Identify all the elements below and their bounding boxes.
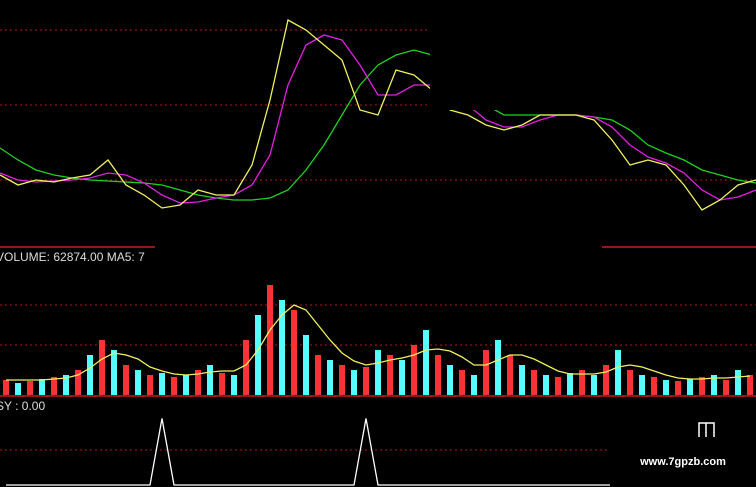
volume-bar — [351, 370, 357, 395]
volume-bar — [603, 365, 609, 395]
volume-bar — [519, 365, 525, 395]
volume-bar — [303, 335, 309, 395]
volume-bar — [531, 370, 537, 395]
volume-bar — [339, 365, 345, 395]
volume-bar — [639, 375, 645, 395]
volume-bar — [375, 350, 381, 395]
volume-bar — [423, 330, 429, 395]
occluder — [0, 214, 602, 270]
volume-bar — [471, 375, 477, 395]
volume-bar — [459, 370, 465, 395]
volume-bar — [447, 365, 453, 395]
volume-ma-line — [6, 304, 751, 381]
volume-bar — [723, 380, 729, 395]
volume-bar — [663, 380, 669, 395]
watermark: www.7gpzb.com — [639, 456, 726, 468]
volume-bar — [123, 365, 129, 395]
volume-bar — [3, 380, 9, 395]
volume-bar — [699, 377, 705, 395]
volume-bar — [399, 360, 405, 395]
volume-bar — [291, 310, 297, 395]
volume-bar — [267, 285, 273, 395]
volume-bar — [243, 340, 249, 395]
volume-bar — [435, 355, 441, 395]
volume-bar — [555, 377, 561, 395]
price-line — [0, 34, 756, 204]
volume-bar — [111, 350, 117, 395]
plot-area — [0, 19, 756, 486]
volume-bar — [75, 370, 81, 395]
volume-bar — [483, 350, 489, 395]
volume-bar — [507, 355, 513, 395]
volume-bar — [747, 375, 753, 395]
volume-bar — [675, 381, 681, 395]
occluder — [430, 0, 756, 110]
volume-bar — [411, 345, 417, 395]
volume-bar — [231, 375, 237, 395]
logo — [698, 422, 715, 437]
indicator-label: SY : 0.00 — [0, 399, 45, 413]
volume-bar — [627, 370, 633, 395]
volume-bar — [39, 379, 45, 395]
volume-bar — [15, 383, 21, 395]
volume-bar — [183, 375, 189, 395]
volume-bar — [87, 355, 93, 395]
volume-bar — [495, 340, 501, 395]
watermark-box — [610, 440, 756, 487]
volume-bar — [255, 315, 261, 395]
volume-bar — [543, 375, 549, 395]
volume-bar — [219, 373, 225, 395]
volume-bar — [159, 373, 165, 395]
volume-bar — [207, 365, 213, 395]
volume-bar — [171, 377, 177, 395]
volume-bar — [687, 379, 693, 395]
volume-label: VOLUME: 62874.00 MA5: 7 — [0, 250, 145, 264]
volume-bar — [567, 373, 573, 395]
volume-bar — [387, 355, 393, 395]
volume-bar — [135, 370, 141, 395]
volume-bar — [51, 377, 57, 395]
volume-bar — [195, 370, 201, 395]
volume-bar — [615, 350, 621, 395]
volume-bar — [147, 375, 153, 395]
volume-bar — [327, 360, 333, 395]
volume-bar — [315, 355, 321, 395]
volume-bar — [651, 377, 657, 395]
volume-bar — [735, 370, 741, 395]
price-line — [0, 49, 756, 201]
volume-bar — [99, 340, 105, 395]
price-line — [0, 19, 756, 211]
volume-bar — [579, 370, 585, 395]
volume-bar — [27, 381, 33, 395]
volume-bar — [363, 367, 369, 395]
volume-bar — [711, 375, 717, 395]
volume-bar — [591, 375, 597, 395]
volume-bar — [279, 300, 285, 395]
volume-bar — [63, 375, 69, 395]
